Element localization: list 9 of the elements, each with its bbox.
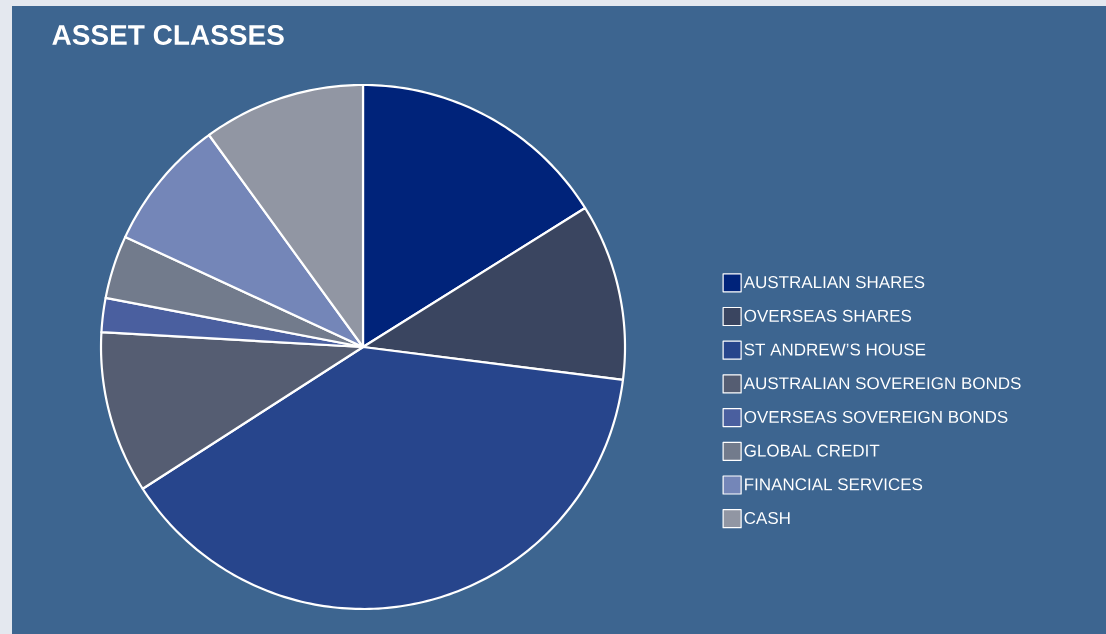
legend-label: FINANCIAL SERVICES — [745, 478, 923, 491]
legend-label: CASH — [744, 512, 790, 525]
legend-label: OVERSEAS SOVEREIGN BONDS — [744, 410, 1008, 423]
chart-title: ASSET CLASSES — [52, 25, 284, 45]
legend-label: OVERSEAS SHARES — [744, 309, 912, 322]
legend-label: GLOBAL CREDIT — [744, 444, 880, 457]
legend-label: AUSTRALIAN SOVEREIGN BONDS — [743, 377, 1021, 390]
legend-label: ST ANDREW’S HOUSE — [744, 343, 926, 356]
legend-label: AUSTRALIAN SHARES — [743, 276, 925, 289]
